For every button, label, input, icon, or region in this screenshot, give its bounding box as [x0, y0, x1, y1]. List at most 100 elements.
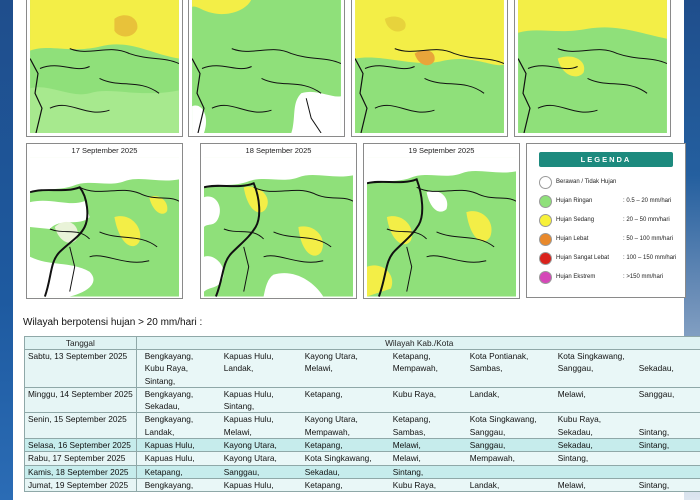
row-regions: Bengkayang, Kapuas Hulu, Kayong Utara, Keta…	[135, 412, 700, 440]
row-date: Sabtu, 13 September 2025	[24, 349, 137, 388]
region-name: Kubu Raya,	[557, 414, 602, 425]
rainfall-map	[30, 157, 179, 297]
region-name: Sintang,	[638, 426, 670, 437]
map-panel-1	[26, 0, 183, 137]
rainfall-map	[30, 0, 179, 133]
table-header-row: Tanggal Wilayah Kab./Kota	[24, 336, 700, 350]
region-name: Ketapang,	[304, 388, 343, 399]
region-name: Kota Singkawang,	[469, 414, 537, 425]
region-name: Sanggau,	[223, 466, 260, 477]
legend-swatch	[539, 195, 552, 208]
column-header-regions: Wilayah Kab./Kota	[135, 336, 700, 350]
table-row: Selasa, 16 September 2025 Kapuas Hulu, Kay…	[24, 438, 700, 453]
region-name: Landak,	[469, 388, 500, 399]
row-date: Rabu, 17 September 2025	[24, 451, 137, 466]
row-regions: Bengkayang, Kapuas Hulu, Kayong Utara, Keta…	[135, 349, 700, 388]
region-name: Landak,	[223, 363, 254, 374]
region-name: Bengkayang,	[144, 351, 194, 361]
region-name: Landak,	[144, 426, 175, 437]
legend-range: : >150 mm/hari	[623, 274, 664, 280]
region-name: Ketapang,	[144, 466, 183, 477]
region-name: Sekadau,	[557, 440, 593, 451]
region-name: Sanggau,	[469, 426, 506, 437]
region-name: Sekadau,	[144, 401, 180, 412]
region-name: Kota Singkawang,	[557, 351, 625, 361]
map-panel-19-sep: 19 September 2025	[363, 143, 520, 299]
region-list: Kapuas Hulu, Kayong Utara, Kota Singkawang…	[145, 452, 699, 464]
region-name: Sambas,	[469, 363, 503, 374]
map-panel-2	[188, 0, 345, 137]
region-name: Kayong Utara,	[304, 414, 358, 425]
region-name: Sintang,	[144, 375, 176, 386]
region-name: Ketapang,	[304, 479, 343, 490]
legend: LEGENDA Berawan / Tidak Hujan Hujan Ring…	[526, 143, 686, 298]
legend-label: Hujan Sangat Lebat	[556, 255, 610, 261]
region-name: Kapuas Hulu,	[144, 440, 195, 451]
map-panel-3	[351, 0, 508, 137]
table-row: Senin, 15 September 2025 Bengkayang, Kapua…	[24, 412, 700, 440]
document-page: 17 September 2025 18 September 2025	[13, 0, 700, 500]
region-name: Sintang,	[638, 479, 670, 490]
table-row: Jumat, 19 September 2025 Bengkayang, Kapua…	[24, 477, 700, 493]
region-name: Bengkayang,	[144, 479, 194, 490]
region-name: Ketapang,	[392, 414, 431, 425]
legend-swatch	[539, 176, 552, 189]
region-name: Kota Pontianak,	[469, 351, 529, 361]
region-name: Melawi,	[557, 388, 586, 399]
region-list: Bengkayang, Kapuas Hulu, Kayong Utara, Keta…	[145, 413, 699, 438]
map-title: 17 September 2025	[71, 146, 138, 155]
map-panel-18-sep: 18 September 2025	[200, 143, 357, 299]
region-list: Bengkayang, Kapuas Hulu, Ketapang, Kubu Ray…	[145, 479, 699, 491]
rainfall-map	[204, 157, 353, 297]
region-list: Kapuas Hulu, Kayong Utara, Ketapang, Melawi…	[145, 439, 699, 451]
region-name: Bengkayang,	[144, 414, 194, 425]
region-name: Melawi,	[392, 440, 421, 451]
region-name: Mempawah,	[304, 426, 350, 437]
region-name: Kapuas Hulu,	[223, 479, 274, 490]
legend-swatch	[539, 214, 552, 227]
rainfall-map	[518, 0, 667, 133]
region-name: Melawi,	[304, 363, 333, 374]
legend-range: : 20 – 50 mm/hari	[623, 217, 670, 223]
region-name: Kapuas Hulu,	[223, 388, 274, 399]
region-name: Bengkayang,	[144, 388, 194, 399]
row-date: Jumat, 19 September 2025	[24, 477, 137, 493]
region-name: Kayong Utara,	[304, 351, 358, 361]
legend-label: Berawan / Tidak Hujan	[556, 179, 617, 185]
region-name: Mempawah,	[469, 453, 515, 464]
region-name: Kapuas Hulu,	[144, 453, 195, 464]
map-title: 19 September 2025	[408, 146, 475, 155]
map-panel-17-sep: 17 September 2025	[26, 143, 183, 299]
map-title: 18 September 2025	[245, 146, 312, 155]
legend-label: Hujan Sedang	[556, 217, 595, 223]
region-list: Ketapang, Sanggau, Sekadau, Sintang,	[145, 466, 699, 478]
row-regions: Kapuas Hulu, Kayong Utara, Ketapang, Melawi…	[135, 438, 700, 453]
row-date: Senin, 15 September 2025	[24, 412, 137, 440]
region-name: Sanggau,	[557, 363, 594, 374]
rain-region-table: Tanggal Wilayah Kab./Kota Sabtu, 13 Sept…	[24, 336, 700, 493]
region-name: Mempawah,	[392, 363, 438, 374]
legend-label: Hujan Ringan	[556, 198, 593, 204]
region-name: Sintang,	[557, 453, 589, 464]
region-name	[639, 350, 699, 362]
region-name: Sanggau,	[638, 388, 675, 399]
section-caption: Wilayah berpotensi hujan > 20 mm/hari :	[23, 317, 203, 328]
region-name: Sekadau,	[557, 426, 593, 437]
region-name: Sintang,	[223, 401, 255, 412]
left-page-edge	[0, 0, 13, 500]
region-name: Kapuas Hulu,	[223, 414, 274, 425]
region-name: Melawi,	[223, 426, 252, 437]
region-list: Bengkayang, Kapuas Hulu, Kayong Utara, Keta…	[145, 350, 699, 387]
legend-label: Hujan Lebat	[556, 236, 589, 242]
row-date: Kamis, 18 September 2025	[24, 464, 137, 479]
legend-swatch	[539, 271, 552, 284]
region-name: Kubu Raya,	[392, 388, 437, 399]
rainfall-map	[192, 0, 341, 133]
legend-title: LEGENDA	[539, 152, 673, 167]
row-date: Minggu, 14 September 2025	[24, 386, 137, 414]
region-name: Sekadau,	[638, 363, 674, 374]
row-regions: Bengkayang, Kapuas Hulu, Ketapang, Kubu Ray…	[135, 386, 700, 414]
region-name: Sintang,	[638, 440, 670, 451]
table-row: Rabu, 17 September 2025 Kapuas Hulu, Kayon…	[24, 451, 700, 466]
region-name: Ketapang,	[304, 440, 343, 451]
